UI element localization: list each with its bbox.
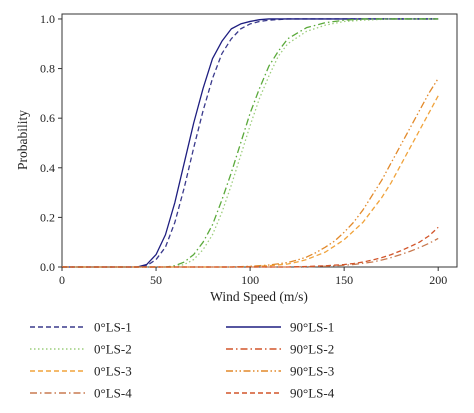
legend-label: 90°LS-2 bbox=[290, 342, 334, 357]
legend-label: 0°LS-3 bbox=[94, 364, 132, 379]
y-axis-ticks: 0.0 0.2 0.4 0.6 0.8 1.0 bbox=[40, 12, 62, 274]
plot-frame bbox=[61, 13, 458, 268]
x-tick-label: 100 bbox=[241, 273, 259, 287]
series-line bbox=[62, 18, 439, 268]
series-line bbox=[62, 18, 439, 268]
plot-area: 0 50 100 150 200 0.0 0.2 0.4 0.6 0.8 1.0 bbox=[40, 12, 458, 287]
y-tick-label: 0.8 bbox=[40, 62, 55, 76]
x-axis-title: Wind Speed (m/s) bbox=[210, 289, 308, 304]
legend-label: 90°LS-1 bbox=[290, 320, 334, 335]
series-line bbox=[62, 18, 439, 268]
x-tick-label: 150 bbox=[335, 273, 353, 287]
x-axis-ticks: 0 50 100 150 200 bbox=[59, 267, 447, 287]
series-layer bbox=[62, 18, 439, 268]
legend-label: 0°LS-4 bbox=[94, 386, 132, 401]
x-tick-label: 200 bbox=[429, 273, 447, 287]
series-line bbox=[62, 237, 439, 268]
series-line bbox=[62, 95, 439, 268]
series-line bbox=[62, 18, 439, 268]
y-tick-label: 0.4 bbox=[40, 161, 55, 175]
legend-label: 0°LS-1 bbox=[94, 320, 132, 335]
y-tick-label: 0.2 bbox=[40, 210, 55, 224]
y-tick-label: 0.6 bbox=[40, 111, 55, 125]
y-axis-title: Probability bbox=[15, 110, 30, 170]
legend: 0°LS-1 90°LS-1 0°LS-2 90°LS-2 0°LS-3 90°LS-3 0… bbox=[30, 320, 335, 401]
series-line bbox=[62, 78, 439, 268]
series-line bbox=[62, 226, 439, 268]
x-tick-label: 0 bbox=[59, 273, 65, 287]
y-tick-label: 1.0 bbox=[40, 12, 55, 26]
y-tick-label: 0.0 bbox=[40, 260, 55, 274]
x-tick-label: 50 bbox=[150, 273, 162, 287]
legend-label: 0°LS-2 bbox=[94, 342, 132, 357]
legend-label: 90°LS-4 bbox=[290, 386, 335, 401]
legend-label: 90°LS-3 bbox=[290, 364, 334, 379]
